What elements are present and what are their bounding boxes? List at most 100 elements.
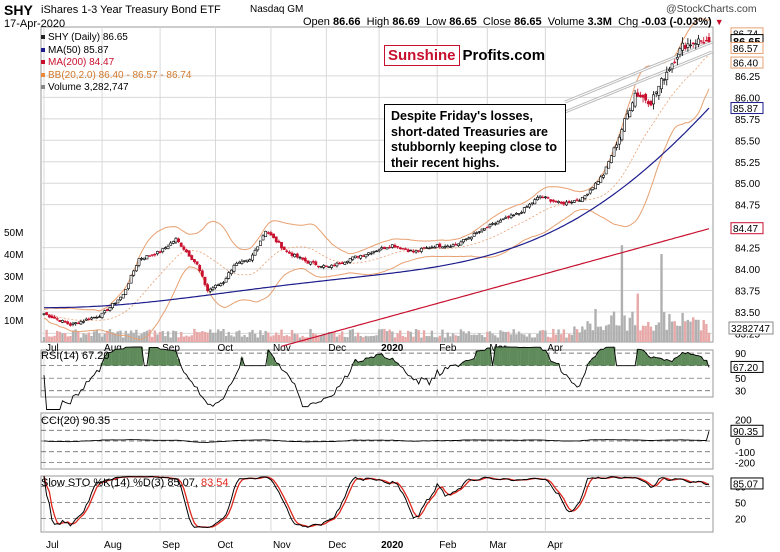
cci-label: CCI(20) 90.35: [41, 415, 111, 427]
rsi-overbought-fill: [673, 358, 677, 366]
price-tag-box: [730, 222, 764, 235]
osc-tick-label: -200: [735, 459, 755, 470]
rsi-overbought-fill: [266, 350, 270, 366]
volume-bar: [248, 332, 252, 342]
volume-bar: [618, 325, 621, 342]
candle-body: [179, 242, 183, 247]
x-axis-label-top: Jul: [46, 343, 59, 354]
candle-body: [264, 230, 268, 238]
candle-body: [499, 219, 502, 223]
rsi-overbought-fill: [137, 346, 141, 366]
rsi-overbought-fill: [169, 350, 173, 366]
volume-bar: [119, 330, 122, 342]
rsi-overbought-fill: [148, 347, 151, 366]
volume-bar: [340, 331, 344, 342]
rsi-overbought-fill: [694, 355, 698, 366]
trendline-upper-inner: [564, 41, 713, 103]
candle-body: [222, 282, 225, 284]
candle-body: [435, 244, 439, 248]
volume-bar: [243, 334, 246, 342]
rsi-overbought-fill: [127, 347, 130, 366]
candle-body: [533, 199, 537, 205]
candle-body: [488, 224, 492, 228]
rsi-overbought-fill: [367, 358, 370, 366]
volume-bar: [103, 333, 106, 342]
volume-bar: [668, 314, 671, 342]
candle-body: [657, 85, 661, 96]
candle-body: [459, 241, 463, 246]
volume-bar: [472, 334, 476, 342]
rsi-overbought-fill: [665, 359, 669, 366]
bb-middle-line: [43, 54, 710, 321]
volume-bar: [422, 330, 426, 342]
rsi-overbought-fill: [269, 353, 273, 366]
volume-bar: [480, 335, 484, 342]
candle-body: [464, 238, 468, 241]
candle-body: [443, 246, 447, 248]
candle-body: [206, 284, 210, 291]
candle-body: [79, 321, 83, 325]
volume-bar: [63, 333, 67, 342]
candle-body: [214, 284, 217, 289]
volume-bar: [161, 331, 164, 342]
candle-body: [108, 306, 112, 311]
rsi-overbought-fill: [372, 357, 376, 366]
volume-bar: [586, 321, 589, 342]
volume-bar: [454, 335, 457, 342]
candle-body: [285, 250, 289, 252]
candle-body: [675, 57, 679, 60]
volume-bar: [106, 330, 109, 342]
candle-body: [137, 258, 141, 266]
volume-bar: [264, 330, 267, 342]
candle-body: [103, 310, 107, 313]
legend-item-ma200: MA(200) 84.47: [41, 57, 191, 70]
candle-body: [119, 296, 122, 301]
volume-bar: [232, 336, 236, 342]
volume-bar: [235, 331, 238, 342]
volume-bar: [95, 329, 98, 342]
volume-bar: [275, 332, 278, 342]
legend-item-bb: BB(20,2.0) 86.40 - 86.57 - 86.74: [41, 70, 191, 83]
volume-bar: [256, 337, 259, 342]
candle-body: [559, 201, 563, 204]
volume-bar: [224, 335, 228, 342]
price-tag-label: 86.40: [733, 59, 758, 70]
volume-bar: [536, 333, 539, 342]
candle-body: [702, 42, 706, 44]
rsi-overbought-fill: [691, 354, 695, 366]
rsi-overbought-fill: [670, 361, 674, 366]
price-tick-label: 86.25: [735, 72, 760, 83]
rsi-overbought-fill: [686, 352, 690, 366]
candle-body: [295, 253, 299, 258]
volume-bar: [114, 333, 117, 342]
osc-tick-label: 0: [735, 437, 741, 448]
candle-body: [623, 118, 626, 132]
candle-body: [100, 312, 104, 318]
stoch-label: Slow STO %K(14) %D(3) 85.07, 83.54: [41, 477, 229, 489]
x-axis-label-top: Dec: [328, 343, 346, 354]
volume-bar: [269, 336, 273, 342]
candle-body: [496, 221, 500, 225]
candle-body: [340, 262, 344, 264]
candle-body: [681, 42, 685, 51]
ticker-symbol: SHY: [4, 2, 33, 18]
candle-body: [530, 202, 534, 205]
candle-body: [243, 260, 246, 262]
candle-body: [480, 228, 484, 232]
volume-bar: [380, 329, 383, 342]
rsi-overbought-fill: [641, 350, 645, 366]
rsi-overbought-fill: [657, 357, 661, 366]
high-value: 86.69: [392, 16, 420, 28]
price-tick-label: 83.75: [735, 287, 760, 298]
volume-bar: [124, 330, 128, 342]
candle-body: [522, 207, 526, 213]
candle-body: [58, 320, 62, 322]
candle-body: [216, 284, 220, 287]
rsi-overbought-fill: [483, 350, 487, 366]
volume-bar: [689, 321, 692, 342]
candle-body: [348, 258, 352, 263]
volume-bar: [267, 332, 270, 342]
rsi-overbought-fill: [649, 358, 653, 366]
candle-body: [509, 214, 513, 218]
volume-bar: [446, 332, 449, 342]
